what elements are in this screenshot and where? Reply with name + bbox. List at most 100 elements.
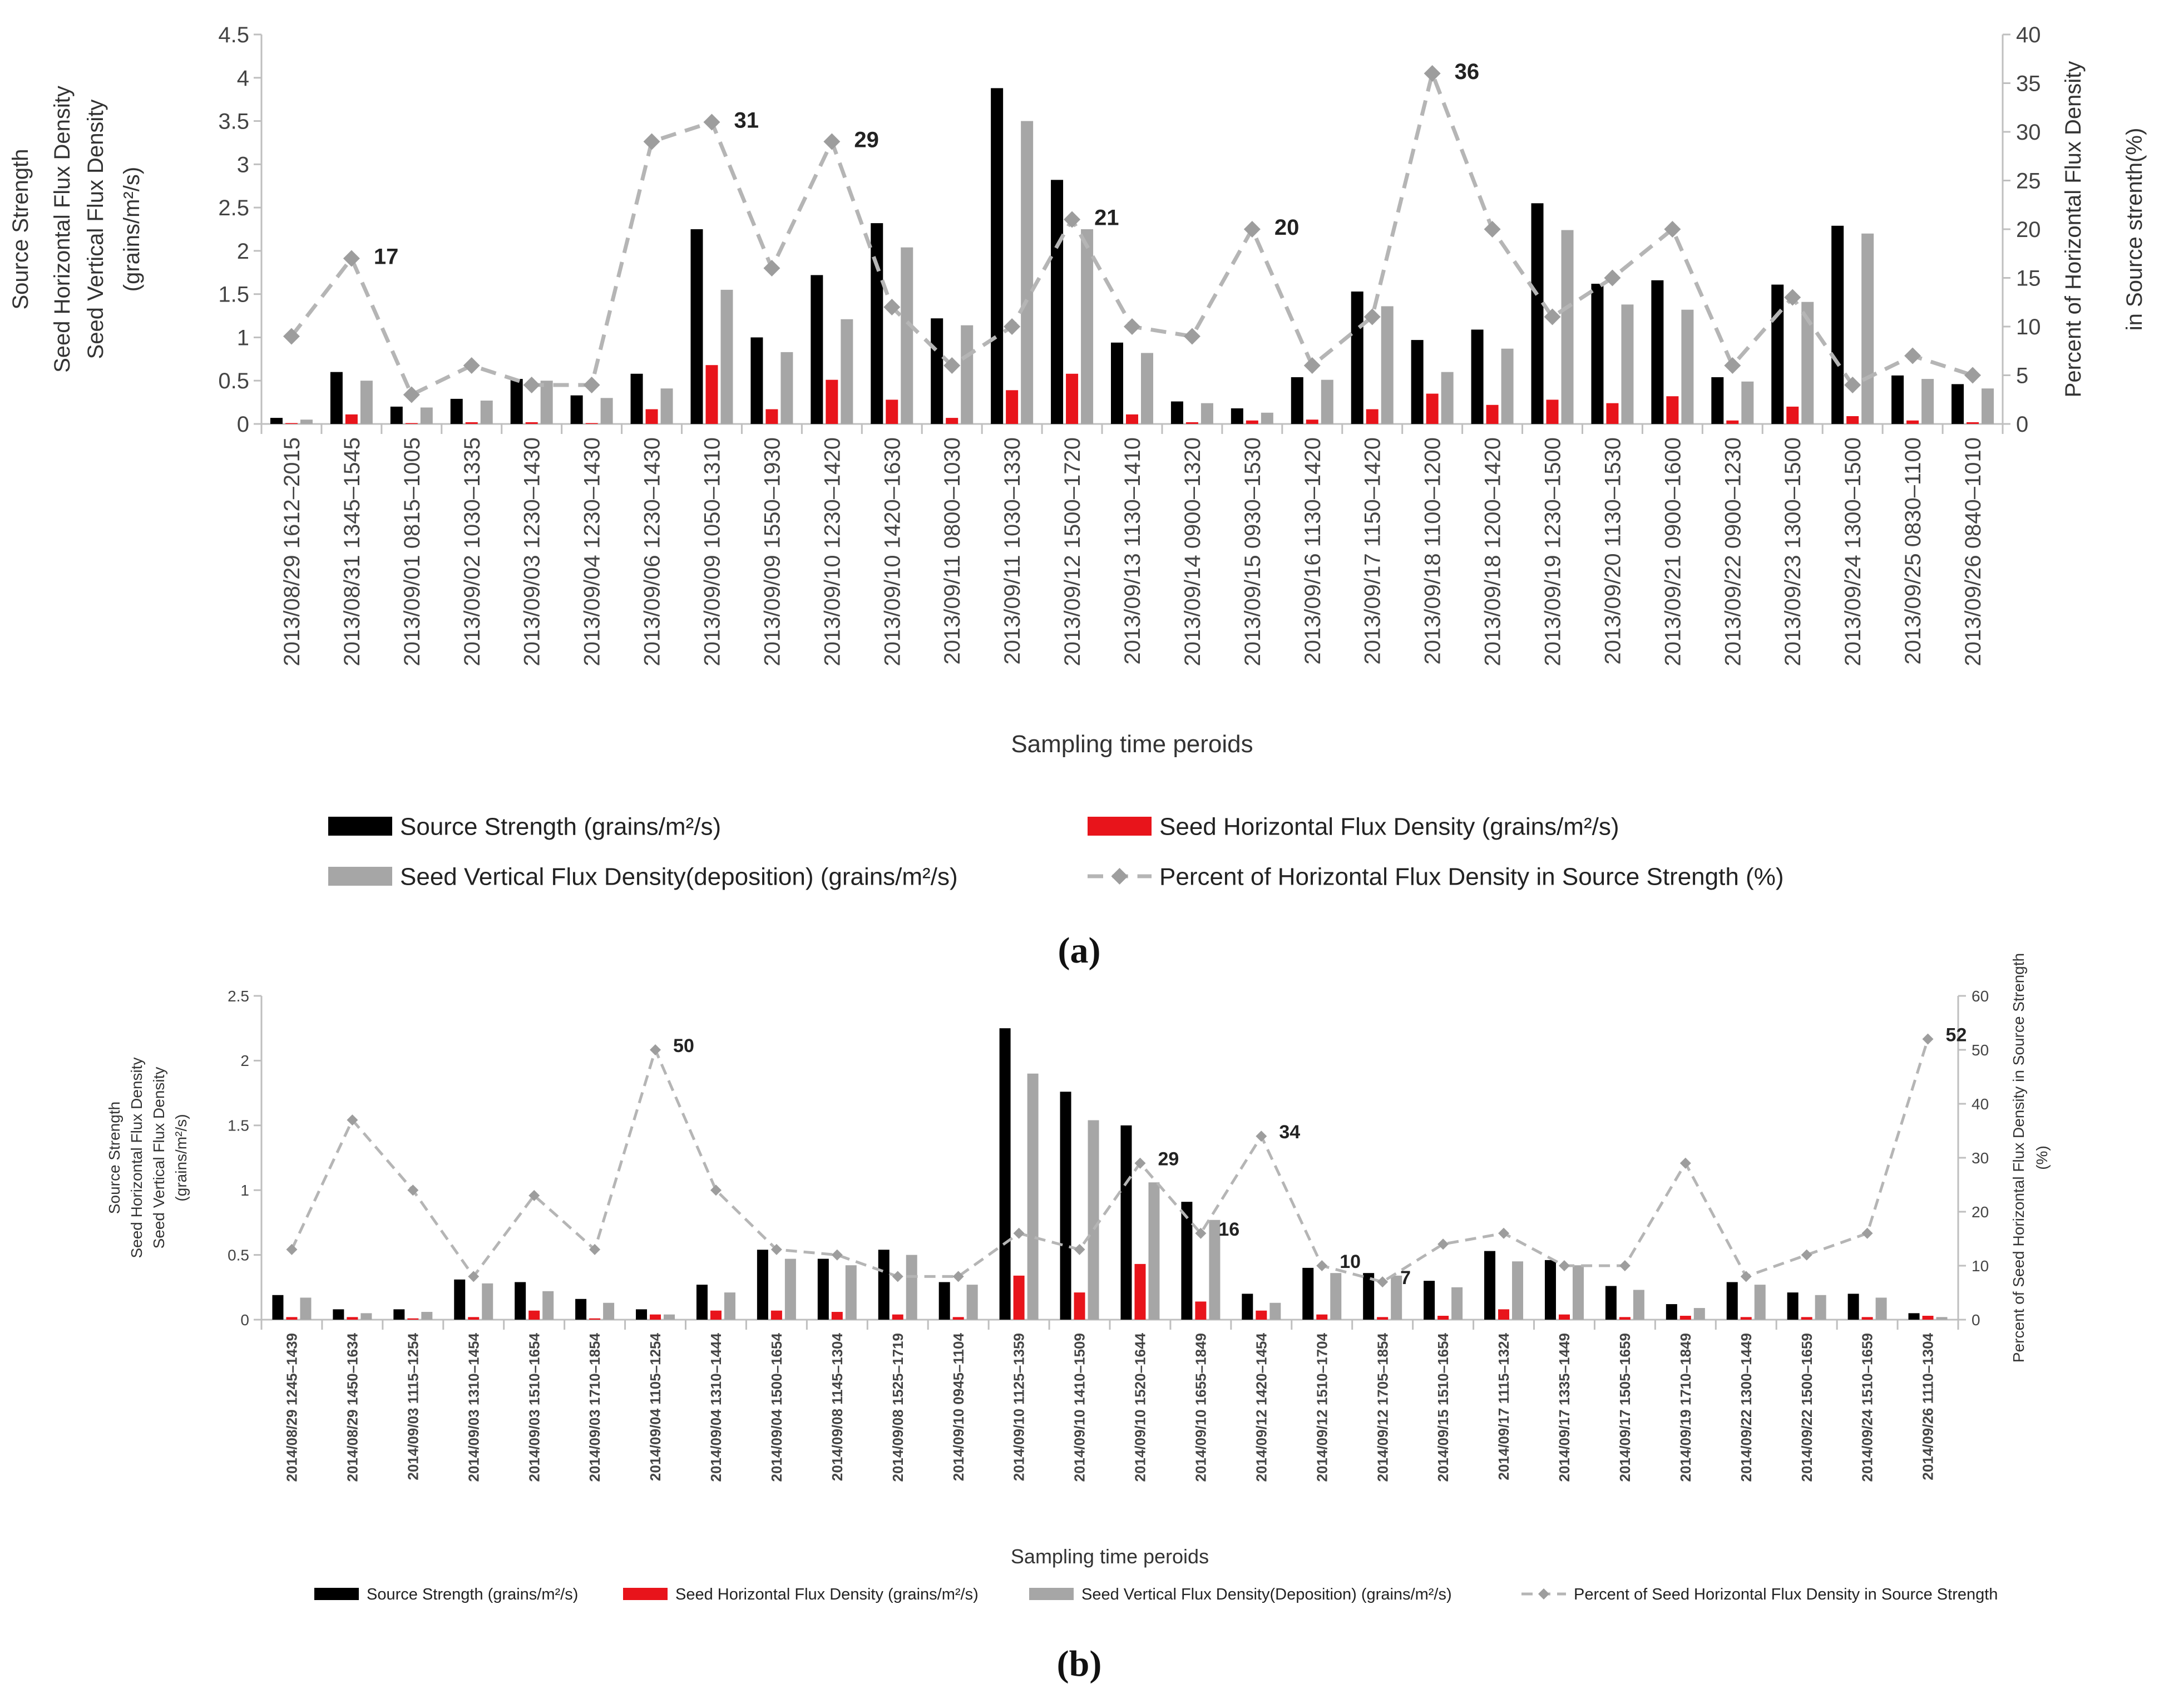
x-tick-label: 2014/09/15 1510–1654 — [1435, 1332, 1451, 1482]
bar-b-s2-21 — [1572, 1265, 1584, 1320]
line-point-b-22 — [1619, 1260, 1631, 1271]
line-point-b-14 — [1134, 1157, 1146, 1169]
legend-label: Seed Vertical Flux Density(deposition) (… — [400, 863, 958, 890]
line-point-b-15 — [1195, 1227, 1207, 1239]
bar-b-s2-24 — [1754, 1285, 1766, 1320]
legend-swatch — [328, 817, 392, 836]
y-axis-title-line: Seed Horizontal Flux Density — [50, 86, 75, 373]
bar-a-s2-4 — [540, 381, 553, 424]
legend-swatch — [1029, 1588, 1074, 1600]
bar-a-s2-0 — [300, 419, 313, 424]
bar-b-s2-18 — [1391, 1275, 1402, 1320]
x-tick-label: 2014/09/24 1510–1659 — [1859, 1333, 1876, 1482]
x-tick-label: 2013/09/03 1230–1430 — [520, 437, 545, 667]
bar-a-s1-4 — [525, 422, 538, 424]
bar-a-s0-18 — [1351, 292, 1363, 424]
x-tick-label: 2013/09/13 1130–1410 — [1120, 437, 1145, 665]
bar-b-s2-27 — [1936, 1317, 1948, 1320]
bar-a-s1-9 — [826, 379, 838, 424]
bar-b-s1-9 — [831, 1312, 843, 1320]
line-point-b-19 — [1437, 1238, 1449, 1250]
line-point-a-17 — [1303, 357, 1321, 374]
bar-a-s0-14 — [1111, 342, 1123, 424]
y-tick-label: 0.5 — [218, 369, 249, 393]
x-tick-label: 2013/09/17 1150–1420 — [1361, 437, 1385, 665]
bar-b-s1-3 — [468, 1317, 480, 1320]
bar-b-s1-25 — [1801, 1317, 1812, 1320]
x-tick-label: 2013/09/11 1030–1330 — [1000, 437, 1025, 665]
x-axis-title: Sampling time peroids — [1011, 730, 1253, 758]
bar-b-s1-10 — [892, 1314, 903, 1320]
x-tick-label: 2014/09/10 1125–1359 — [1011, 1333, 1027, 1481]
bar-b-s0-25 — [1787, 1292, 1799, 1320]
bar-b-s1-15 — [1195, 1301, 1207, 1320]
x-tick-label: 2013/09/20 1130–1530 — [1600, 437, 1625, 665]
x-tick-label: 2013/09/10 1420–1630 — [880, 437, 905, 667]
bar-b-s1-2 — [407, 1318, 419, 1320]
bar-a-s0-28 — [1952, 384, 1964, 424]
legend-label: Seed Vertical Flux Density(Deposition) (… — [1081, 1586, 1452, 1603]
bar-a-s2-2 — [420, 407, 433, 424]
y-axis-title-line: (grains/m²/s) — [120, 167, 144, 292]
y2-tick-label: 30 — [2016, 120, 2041, 145]
bar-a-s2-5 — [600, 398, 613, 424]
bar-a-s1-19 — [1426, 393, 1439, 424]
x-tick-label: 2014/09/22 1300–1449 — [1738, 1333, 1755, 1482]
x-tick-label: 2013/09/12 1500–1720 — [1060, 437, 1085, 667]
bar-a-s0-1 — [330, 372, 343, 424]
y-tick-label: 0.5 — [228, 1246, 249, 1263]
bar-b-s0-17 — [1302, 1267, 1314, 1320]
line-point-b-25 — [1801, 1249, 1812, 1261]
bar-b-s0-18 — [1363, 1273, 1375, 1320]
bar-a-s1-3 — [465, 422, 478, 424]
line-point-a-14 — [1124, 318, 1140, 335]
line-point-b-5 — [589, 1243, 601, 1255]
line-point-b-27 — [1922, 1033, 1934, 1045]
bar-a-s0-20 — [1471, 329, 1484, 424]
bar-b-s0-4 — [515, 1282, 526, 1320]
bar-a-s1-18 — [1366, 409, 1379, 424]
line-point-a-13 — [1064, 211, 1081, 228]
x-tick-label: 2013/08/31 1345–1545 — [340, 437, 364, 667]
data-label: 10 — [1340, 1251, 1361, 1272]
x-tick-label: 2014/09/08 1145–1304 — [829, 1332, 846, 1481]
x-tick-label: 2013/09/15 0930–1530 — [1241, 437, 1265, 667]
line-point-b-9 — [831, 1249, 843, 1261]
line-point-a-8 — [763, 260, 780, 277]
bar-a-s2-26 — [1861, 233, 1874, 424]
line-point-b-23 — [1679, 1157, 1691, 1169]
line-point-b-16 — [1256, 1131, 1267, 1142]
line-point-a-2 — [403, 386, 420, 403]
y-tick-label: 4 — [237, 66, 249, 91]
bar-a-s1-5 — [585, 423, 598, 424]
bar-a-s2-28 — [1982, 388, 1994, 424]
bar-a-s2-11 — [961, 325, 974, 424]
line-point-b-24 — [1740, 1271, 1752, 1282]
line-point-a-5 — [583, 377, 600, 393]
bar-b-s0-20 — [1484, 1251, 1496, 1320]
line-point-a-22 — [1604, 269, 1621, 287]
bar-a-s2-17 — [1321, 379, 1333, 424]
bar-a-s0-26 — [1831, 225, 1844, 424]
x-tick-label: 2014/09/12 1510–1704 — [1313, 1332, 1330, 1482]
y2-tick-label: 25 — [2016, 169, 2041, 194]
panel-label: (a) — [1058, 930, 1101, 971]
bar-b-s2-23 — [1693, 1308, 1705, 1320]
x-tick-label: 2014/09/12 1420–1454 — [1253, 1332, 1269, 1482]
line-point-a-21 — [1544, 308, 1561, 325]
y2-axis-title-line: (%) — [2033, 1146, 2051, 1170]
bar-b-s0-0 — [272, 1295, 284, 1320]
y2-tick-label: 40 — [2016, 23, 2041, 47]
x-tick-label: 2014/09/10 1410–1509 — [1071, 1333, 1088, 1482]
line-point-a-23 — [1664, 221, 1681, 238]
x-tick-label: 2014/09/03 1310–1454 — [465, 1332, 482, 1482]
bar-a-s0-4 — [510, 379, 523, 424]
bar-a-s1-22 — [1606, 403, 1619, 424]
y2-tick-label: 0 — [1972, 1311, 1980, 1329]
bar-b-s1-6 — [650, 1314, 661, 1320]
bar-b-s2-7 — [724, 1292, 735, 1320]
line-point-b-8 — [770, 1243, 782, 1255]
bar-a-s2-12 — [1021, 121, 1034, 424]
bar-b-s2-25 — [1815, 1295, 1826, 1320]
y2-tick-label: 20 — [1972, 1203, 1989, 1221]
